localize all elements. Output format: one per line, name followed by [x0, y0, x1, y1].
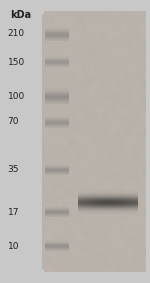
Text: 35: 35 — [8, 165, 19, 174]
Text: kDa: kDa — [11, 10, 32, 20]
Text: 100: 100 — [8, 92, 25, 101]
Text: 70: 70 — [8, 117, 19, 126]
FancyBboxPatch shape — [42, 14, 144, 269]
Text: 17: 17 — [8, 208, 19, 217]
Text: 210: 210 — [8, 29, 25, 38]
Text: 150: 150 — [8, 58, 25, 67]
Text: 10: 10 — [8, 242, 19, 251]
